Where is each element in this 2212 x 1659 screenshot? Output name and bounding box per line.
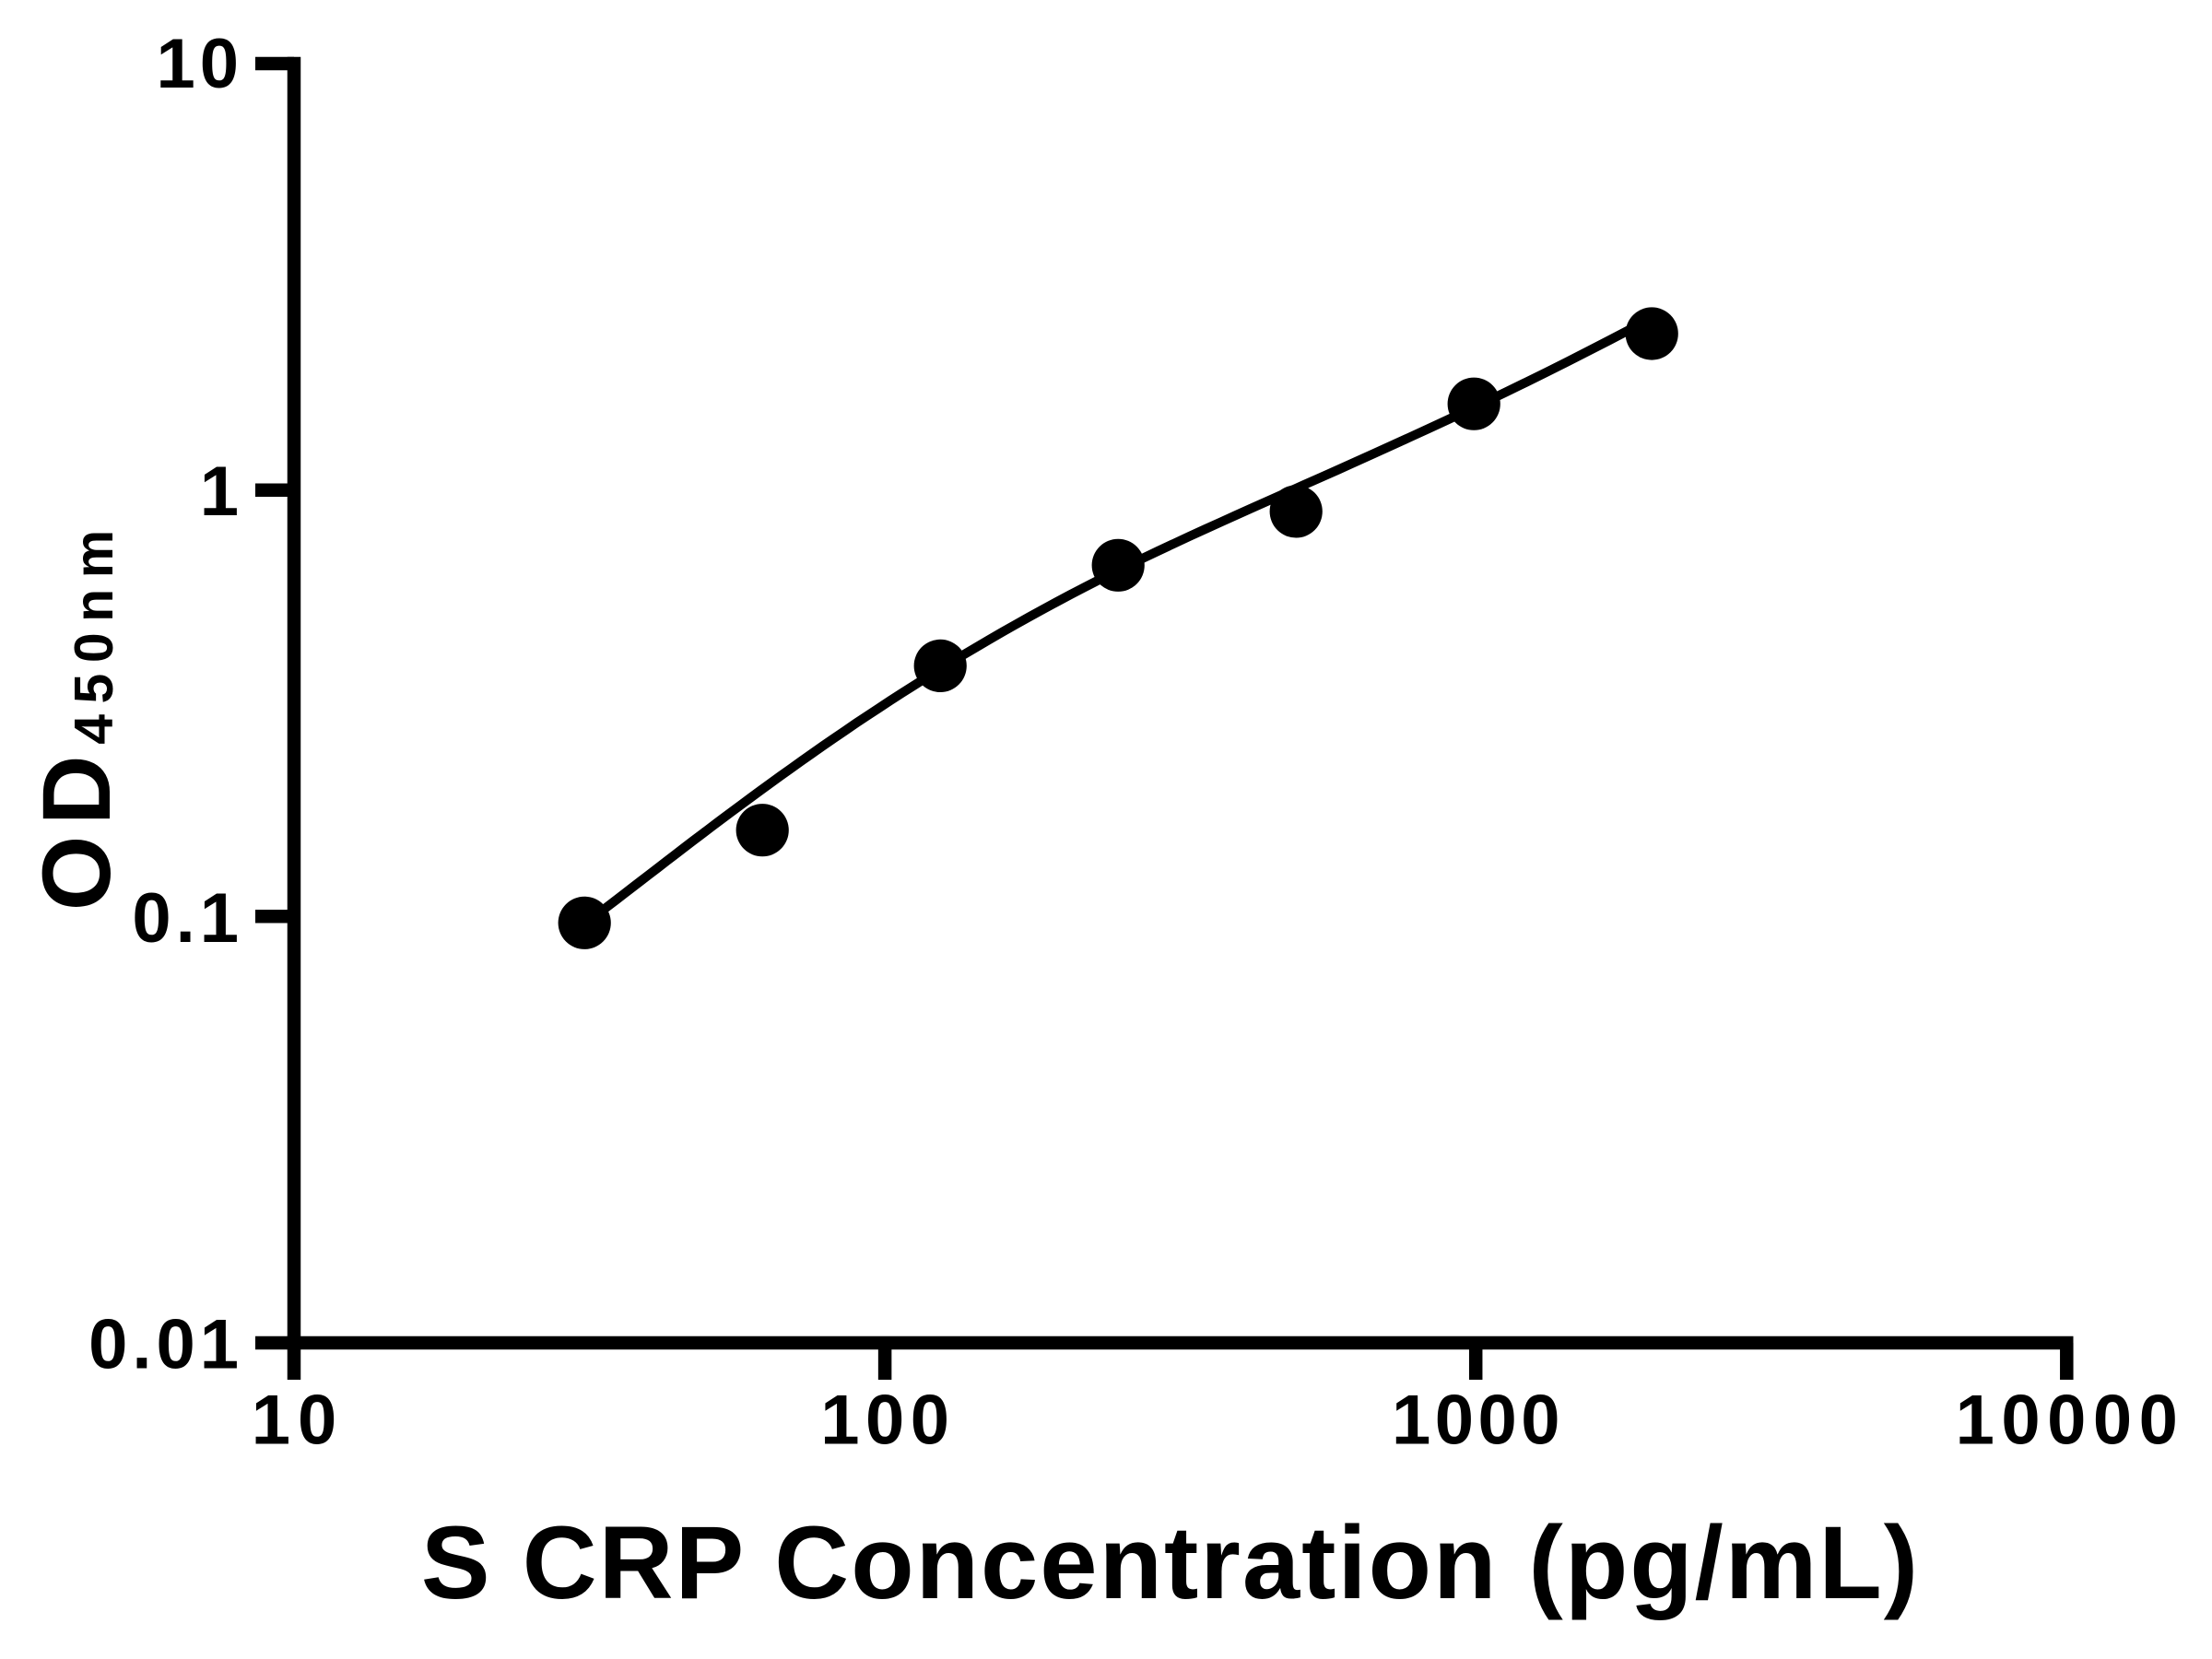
svg-text:10: 10	[252, 1382, 345, 1460]
svg-text:0.1: 0.1	[132, 879, 243, 958]
svg-text:100: 100	[820, 1382, 955, 1460]
svg-text:S CRP Concentration (pg/mL): S CRP Concentration (pg/mL)	[421, 1505, 1920, 1620]
svg-text:10000: 10000	[1956, 1382, 2185, 1460]
svg-text:0.01: 0.01	[88, 1306, 243, 1384]
svg-text:10: 10	[156, 25, 243, 103]
svg-text:1: 1	[200, 453, 243, 531]
svg-text:1000: 1000	[1392, 1382, 1564, 1460]
